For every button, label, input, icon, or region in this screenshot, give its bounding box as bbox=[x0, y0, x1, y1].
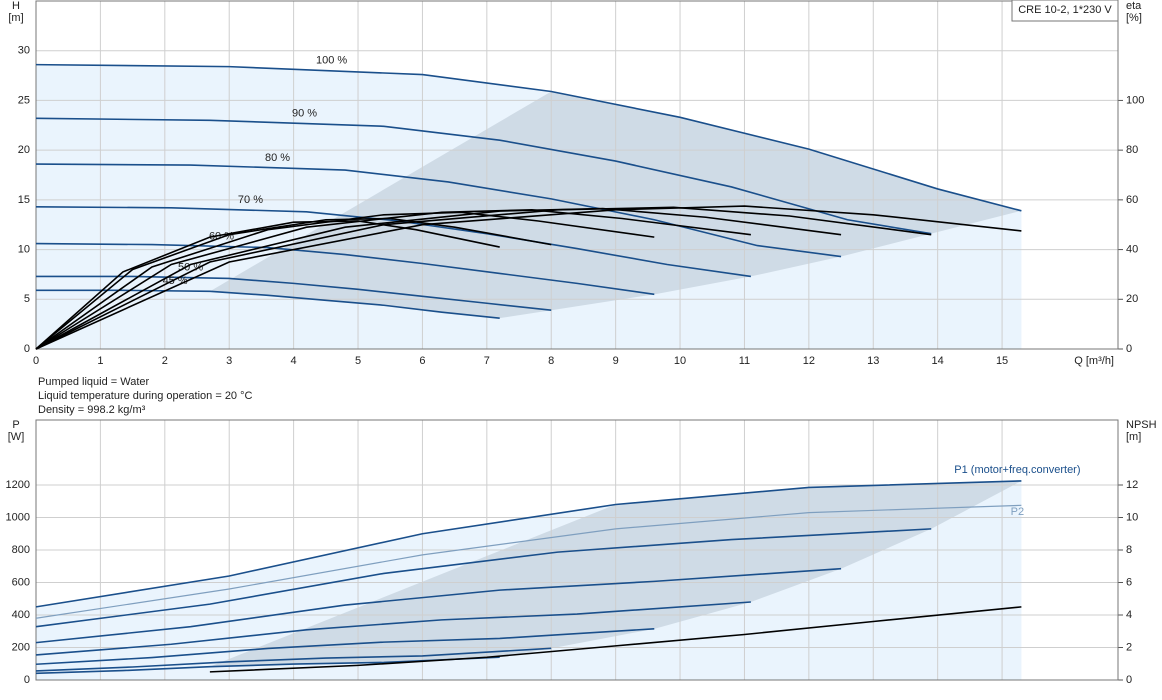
x-tick-label: 7 bbox=[484, 355, 490, 367]
x-tick-label: 10 bbox=[674, 355, 686, 367]
model-box bbox=[1011, 0, 1119, 22]
y2-tick-label: 6 bbox=[1126, 576, 1132, 588]
curve bbox=[35, 628, 655, 666]
note: Pumped liquid = Water bbox=[38, 376, 150, 388]
y2-axis-unit: [m] bbox=[1126, 431, 1141, 443]
x-tick-label: 11 bbox=[739, 355, 750, 367]
model-label: CRE 10-2, 1*230 V bbox=[1018, 4, 1112, 16]
y2-tick-label: 0 bbox=[1126, 343, 1132, 355]
curve bbox=[35, 656, 500, 675]
curve bbox=[35, 480, 1022, 608]
y-axis-unit: [m] bbox=[8, 12, 23, 24]
x-tick-label: 6 bbox=[419, 355, 425, 367]
y-tick-label: 30 bbox=[18, 45, 30, 57]
curve bbox=[35, 117, 932, 235]
x-tick-label: 8 bbox=[548, 355, 554, 367]
y2-tick-label: 100 bbox=[1126, 94, 1144, 106]
y2-tick-label: 20 bbox=[1126, 293, 1138, 305]
curve bbox=[36, 289, 500, 319]
y-axis-unit: [W] bbox=[8, 431, 25, 443]
y-tick-label: 600 bbox=[12, 576, 30, 588]
y2-axis-label: NPSH bbox=[1126, 419, 1157, 431]
y-tick-label: 200 bbox=[12, 641, 30, 653]
y-tick-label: 1000 bbox=[6, 511, 30, 523]
curve-label: 90 % bbox=[292, 107, 317, 119]
x-tick-label: 1 bbox=[97, 355, 103, 367]
x-tick-label: 12 bbox=[803, 355, 815, 367]
x-tick-label: 9 bbox=[613, 355, 619, 367]
curve bbox=[35, 163, 842, 258]
curve-label: 50 % bbox=[178, 262, 203, 274]
curve bbox=[35, 647, 552, 672]
x-axis-label: Q [m³/h] bbox=[1074, 355, 1114, 367]
curve-label: P2 bbox=[1011, 506, 1024, 518]
plot-frame bbox=[35, 0, 1119, 350]
y-axis-label: P bbox=[12, 419, 19, 431]
curve bbox=[35, 217, 552, 350]
curve bbox=[35, 567, 842, 644]
x-tick-label: 2 bbox=[162, 355, 168, 367]
curve bbox=[35, 63, 1022, 212]
curve bbox=[36, 275, 552, 312]
y-tick-label: 0 bbox=[24, 674, 30, 686]
y-axis-label: H bbox=[12, 0, 20, 12]
x-tick-label: 0 bbox=[33, 355, 39, 367]
x-tick-label: 14 bbox=[932, 355, 944, 367]
curve-label: 70 % bbox=[238, 194, 263, 206]
y2-tick-label: 4 bbox=[1126, 609, 1132, 621]
note: Liquid temperature during operation = 20… bbox=[38, 390, 253, 402]
y2-tick-label: 2 bbox=[1126, 641, 1132, 653]
y-tick-label: 1200 bbox=[6, 479, 30, 491]
x-tick-label: 13 bbox=[867, 355, 879, 367]
y2-tick-label: 10 bbox=[1126, 511, 1138, 523]
y2-axis-unit: [%] bbox=[1126, 12, 1142, 24]
y2-axis-label: eta bbox=[1126, 0, 1142, 12]
y-tick-label: 20 bbox=[18, 144, 30, 156]
y2-tick-label: 80 bbox=[1126, 144, 1138, 156]
curve bbox=[35, 504, 1022, 619]
curve bbox=[35, 220, 500, 350]
curve-label: 80 % bbox=[265, 152, 290, 164]
y-tick-label: 25 bbox=[18, 94, 30, 106]
y-tick-label: 800 bbox=[12, 544, 30, 556]
y2-tick-label: 12 bbox=[1126, 479, 1138, 491]
curve bbox=[35, 206, 752, 278]
y-tick-label: 5 bbox=[24, 293, 30, 305]
y-tick-label: 15 bbox=[18, 194, 30, 206]
y2-tick-label: 40 bbox=[1126, 243, 1138, 255]
curve bbox=[35, 211, 655, 350]
y2-tick-label: 60 bbox=[1126, 194, 1138, 206]
curve-label: 45 % bbox=[163, 275, 188, 287]
note: Density = 998.2 kg/m³ bbox=[38, 404, 146, 416]
curve bbox=[209, 606, 1022, 673]
curve-label: P1 (motor+freq.converter) bbox=[954, 464, 1080, 476]
curve bbox=[35, 601, 751, 656]
x-tick-label: 15 bbox=[996, 355, 1008, 367]
y2-tick-label: 0 bbox=[1126, 674, 1132, 686]
y-tick-label: 0 bbox=[24, 343, 30, 355]
y2-tick-label: 8 bbox=[1126, 544, 1132, 556]
x-tick-label: 3 bbox=[226, 355, 232, 367]
y-tick-label: 10 bbox=[18, 243, 30, 255]
curve bbox=[35, 242, 655, 296]
x-tick-label: 5 bbox=[355, 355, 361, 367]
x-tick-label: 4 bbox=[291, 355, 297, 367]
plot-frame bbox=[35, 419, 1119, 681]
curve bbox=[35, 528, 932, 628]
curve-label: 100 % bbox=[316, 55, 347, 67]
y-tick-label: 400 bbox=[12, 609, 30, 621]
